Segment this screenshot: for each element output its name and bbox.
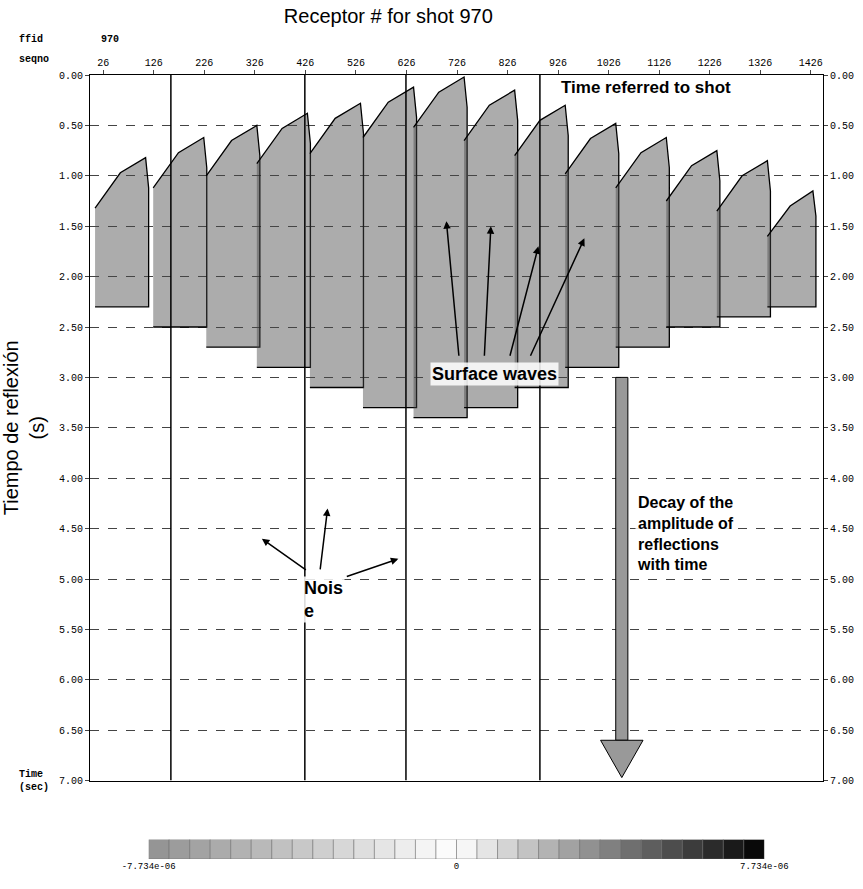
svg-text:6.50: 6.50 — [830, 726, 854, 737]
svg-text:1126: 1126 — [647, 58, 671, 69]
svg-text:4.50: 4.50 — [59, 524, 83, 535]
svg-text:5.50: 5.50 — [59, 625, 83, 636]
svg-text:4.00: 4.00 — [59, 474, 83, 485]
svg-text:0.00: 0.00 — [59, 71, 83, 82]
svg-text:1.50: 1.50 — [830, 222, 854, 233]
svg-text:126: 126 — [145, 58, 163, 69]
svg-text:Noise: Noise — [304, 578, 343, 621]
svg-text:6.00: 6.00 — [59, 675, 83, 686]
svg-text:Tiempo de reflexión(s): Tiempo de reflexión(s) — [0, 340, 48, 515]
svg-text:Surface waves: Surface waves — [432, 364, 557, 384]
svg-text:326: 326 — [246, 58, 264, 69]
svg-text:0.00: 0.00 — [830, 71, 854, 82]
svg-text:2.00: 2.00 — [59, 272, 83, 283]
svg-text:726: 726 — [448, 58, 466, 69]
svg-text:970: 970 — [101, 34, 119, 45]
svg-text:5.00: 5.00 — [830, 575, 854, 586]
svg-text:6.50: 6.50 — [59, 726, 83, 737]
svg-text:0.50: 0.50 — [59, 121, 83, 132]
svg-text:7.00: 7.00 — [59, 776, 83, 787]
svg-text:1.00: 1.00 — [59, 171, 83, 182]
svg-text:826: 826 — [499, 58, 517, 69]
svg-text:1426: 1426 — [799, 58, 823, 69]
svg-text:seqno: seqno — [19, 54, 49, 65]
svg-text:926: 926 — [549, 58, 567, 69]
svg-text:626: 626 — [397, 58, 415, 69]
svg-text:7.00: 7.00 — [830, 776, 854, 787]
svg-text:1226: 1226 — [698, 58, 722, 69]
svg-text:1026: 1026 — [597, 58, 621, 69]
svg-text:0.50: 0.50 — [830, 121, 854, 132]
svg-text:4.00: 4.00 — [830, 474, 854, 485]
svg-text:3.00: 3.00 — [59, 373, 83, 384]
svg-text:2.00: 2.00 — [830, 272, 854, 283]
svg-text:2.50: 2.50 — [59, 323, 83, 334]
svg-text:226: 226 — [195, 58, 213, 69]
svg-text:426: 426 — [296, 58, 314, 69]
svg-text:1.00: 1.00 — [830, 171, 854, 182]
svg-text:4.50: 4.50 — [830, 524, 854, 535]
svg-text:526: 526 — [347, 58, 365, 69]
svg-text:-7.734e-06: -7.734e-06 — [122, 862, 176, 872]
svg-text:Decay of theamplitude ofreflec: Decay of theamplitude ofreflectionswith … — [637, 494, 734, 573]
svg-text:3.00: 3.00 — [830, 373, 854, 384]
svg-text:5.50: 5.50 — [830, 625, 854, 636]
svg-text:3.50: 3.50 — [59, 423, 83, 434]
svg-text:1326: 1326 — [748, 58, 772, 69]
svg-text:2.50: 2.50 — [830, 323, 854, 334]
svg-text:6.00: 6.00 — [830, 675, 854, 686]
svg-text:3.50: 3.50 — [830, 423, 854, 434]
svg-text:1.50: 1.50 — [59, 222, 83, 233]
svg-text:Time(sec): Time(sec) — [19, 769, 49, 793]
svg-text:0: 0 — [454, 862, 459, 872]
svg-text:ffid: ffid — [19, 34, 43, 45]
svg-text:26: 26 — [97, 58, 109, 69]
svg-text:Time referred to shot: Time referred to shot — [561, 78, 731, 97]
svg-text:Receptor # for shot 970: Receptor # for shot 970 — [284, 5, 493, 27]
svg-text:7.734e-06: 7.734e-06 — [740, 862, 789, 872]
svg-text:5.00: 5.00 — [59, 575, 83, 586]
